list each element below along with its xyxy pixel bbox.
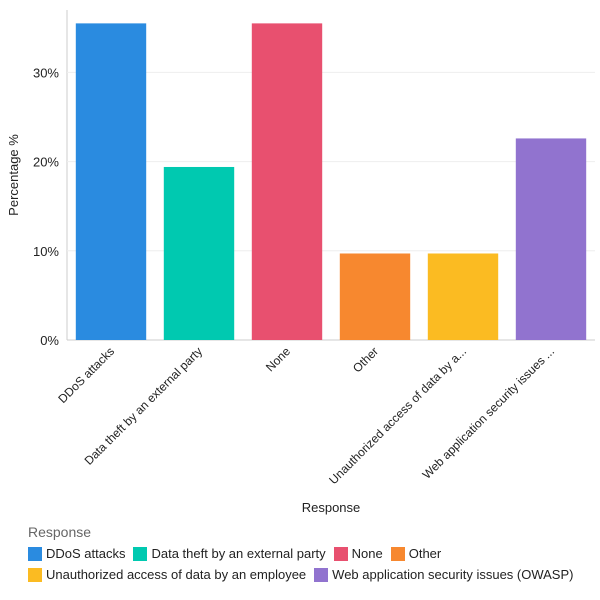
legend-items: DDoS attacks Data theft by an external pa… [28, 546, 598, 582]
legend-swatch [133, 546, 148, 561]
legend-item[interactable]: Web application security issues (OWASP) [314, 567, 573, 582]
legend: Response DDoS attacks Data theft by an ex… [28, 524, 598, 582]
legend-item[interactable]: DDoS attacks [28, 546, 125, 561]
legend-item[interactable]: Unauthorized access of data by an employ… [28, 567, 306, 582]
legend-swatch [314, 567, 329, 582]
legend-swatch [390, 546, 405, 561]
y-tick-label: 10% [33, 244, 59, 259]
bar [251, 23, 323, 340]
y-tick-label: 30% [33, 65, 59, 80]
x-axis-title: Response [302, 500, 361, 515]
legend-item[interactable]: None [333, 546, 383, 561]
legend-label: Data theft by an external party [151, 546, 326, 561]
y-tick-label: 0% [40, 333, 59, 348]
legend-label: Web application security issues (OWASP) [332, 567, 574, 582]
x-tick-label: Unauthorized access of data by a... [326, 344, 469, 487]
legend-label: DDoS attacks [46, 546, 126, 561]
x-tick-label: Other [350, 344, 381, 375]
bar [75, 23, 147, 340]
y-tick-label: 20% [33, 155, 59, 170]
legend-item[interactable]: Other [390, 546, 442, 561]
legend-label: Other [408, 546, 442, 561]
x-tick-label: DDoS attacks [55, 344, 117, 406]
legend-label: Unauthorized access of data by an employ… [46, 567, 307, 582]
legend-item[interactable]: Data theft by an external party [133, 546, 326, 561]
legend-title: Response [28, 524, 92, 540]
legend-label: None [351, 546, 383, 561]
legend-swatch [28, 567, 42, 582]
bar [339, 253, 411, 340]
bar [427, 253, 499, 340]
x-tick-label: None [263, 344, 293, 374]
legend-swatch [28, 546, 42, 561]
legend-swatch [333, 546, 348, 561]
bar [515, 138, 587, 340]
bar [163, 166, 235, 340]
y-axis-title: Percentage % [6, 134, 21, 216]
